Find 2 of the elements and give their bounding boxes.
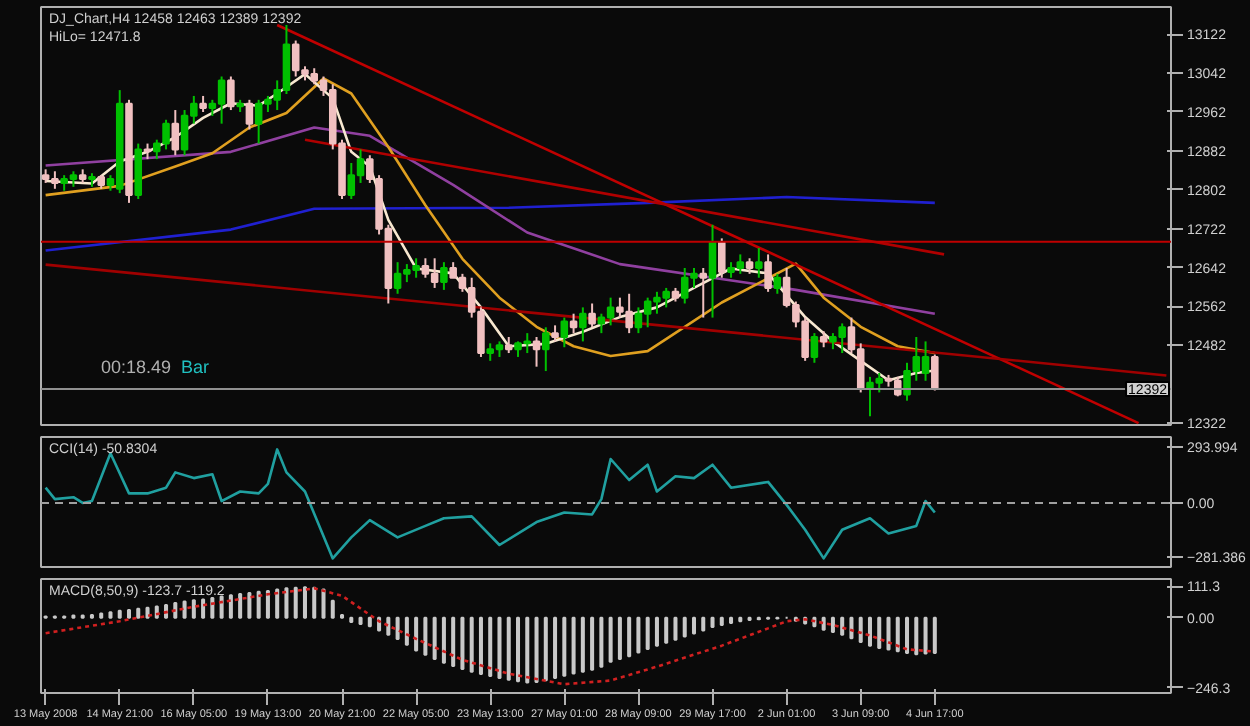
annotation: 00:18.49 xyxy=(101,357,172,377)
annotation: Bar xyxy=(181,357,210,377)
